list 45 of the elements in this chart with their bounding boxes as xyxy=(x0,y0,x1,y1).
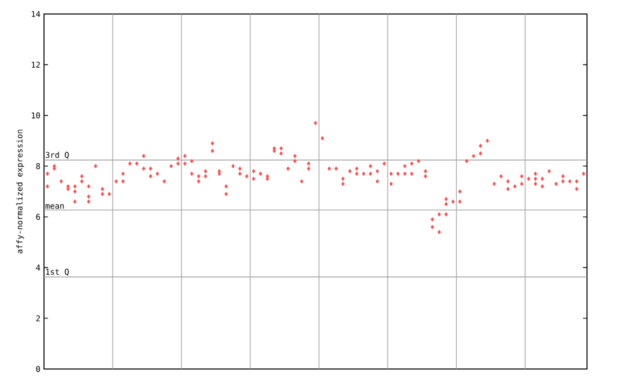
point xyxy=(80,174,84,178)
point xyxy=(540,184,544,189)
point xyxy=(86,199,90,204)
point xyxy=(444,212,448,217)
point xyxy=(176,161,180,166)
point xyxy=(410,172,414,176)
point xyxy=(279,151,283,156)
point xyxy=(210,148,214,154)
point xyxy=(424,174,428,178)
point xyxy=(438,230,441,234)
point xyxy=(100,192,104,196)
point xyxy=(478,151,482,156)
point xyxy=(403,172,407,176)
point xyxy=(218,172,221,176)
point xyxy=(389,182,393,186)
point xyxy=(376,179,380,184)
point xyxy=(183,161,187,166)
point xyxy=(238,172,242,176)
point xyxy=(520,182,524,186)
point xyxy=(252,176,256,182)
point xyxy=(561,179,565,184)
point xyxy=(266,176,270,182)
point xyxy=(458,199,462,204)
point xyxy=(444,202,448,206)
point xyxy=(368,172,372,176)
point xyxy=(534,182,538,186)
point xyxy=(224,192,228,196)
point xyxy=(73,199,77,204)
point xyxy=(196,179,200,184)
point xyxy=(506,186,510,192)
point xyxy=(73,189,77,194)
point xyxy=(86,194,90,199)
point xyxy=(306,166,310,171)
point xyxy=(574,186,578,192)
point xyxy=(430,224,434,230)
point xyxy=(142,166,146,171)
point xyxy=(121,179,125,184)
point xyxy=(190,172,194,176)
point xyxy=(293,158,297,164)
point xyxy=(341,182,345,186)
point xyxy=(355,172,358,176)
point xyxy=(534,176,538,182)
point xyxy=(204,174,208,178)
point xyxy=(46,172,50,176)
point xyxy=(148,174,152,178)
